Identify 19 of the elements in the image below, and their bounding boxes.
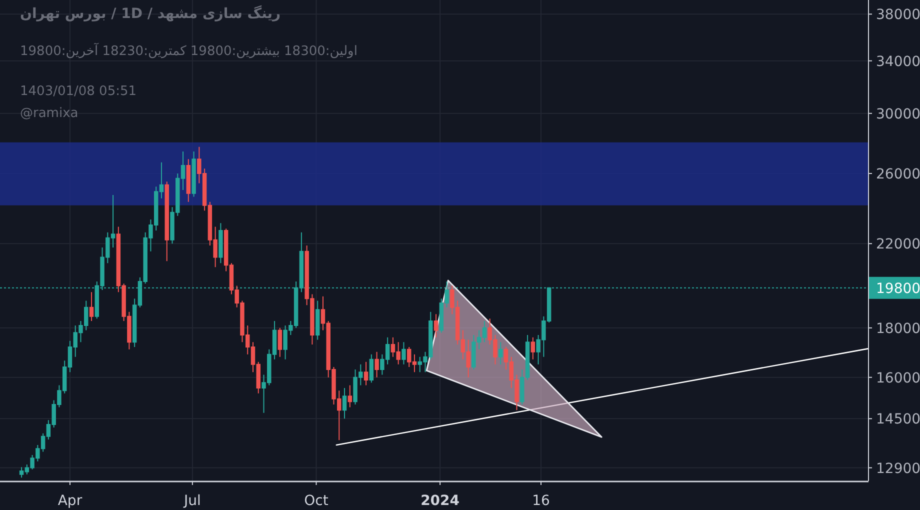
- x-tick-label: Apr: [58, 493, 82, 509]
- y-tick-label: 30000: [876, 106, 920, 122]
- y-tick-label: 18000: [876, 320, 920, 337]
- x-tick-label: Oct: [304, 493, 329, 509]
- x-tick-label: 16: [532, 493, 550, 509]
- text: اولین:18300 بیشترین:19800 کمترین:18230 آخرین:19800: [20, 44, 358, 59]
- y-tick-label: 22000: [876, 236, 920, 253]
- text: رینگ سازی مشهد / 1D / بورس تهران: [20, 6, 281, 22]
- y-tick-label: 26000: [876, 166, 920, 182]
- annotation: @ramixa: [20, 106, 78, 121]
- y-tick-label: 38000: [876, 7, 920, 24]
- y-tick-label: 16000: [876, 370, 920, 386]
- ref-line-label: 19800: [876, 280, 920, 297]
- y-tick-label: 34000: [876, 54, 920, 70]
- y-tick-label: 12900: [876, 460, 920, 477]
- x-tick-label: Jul: [182, 493, 201, 509]
- annotation: 1403/01/08 05:51: [20, 84, 137, 99]
- x-tick-label: 2024: [420, 493, 460, 509]
- y-tick-label: 14500: [876, 412, 920, 428]
